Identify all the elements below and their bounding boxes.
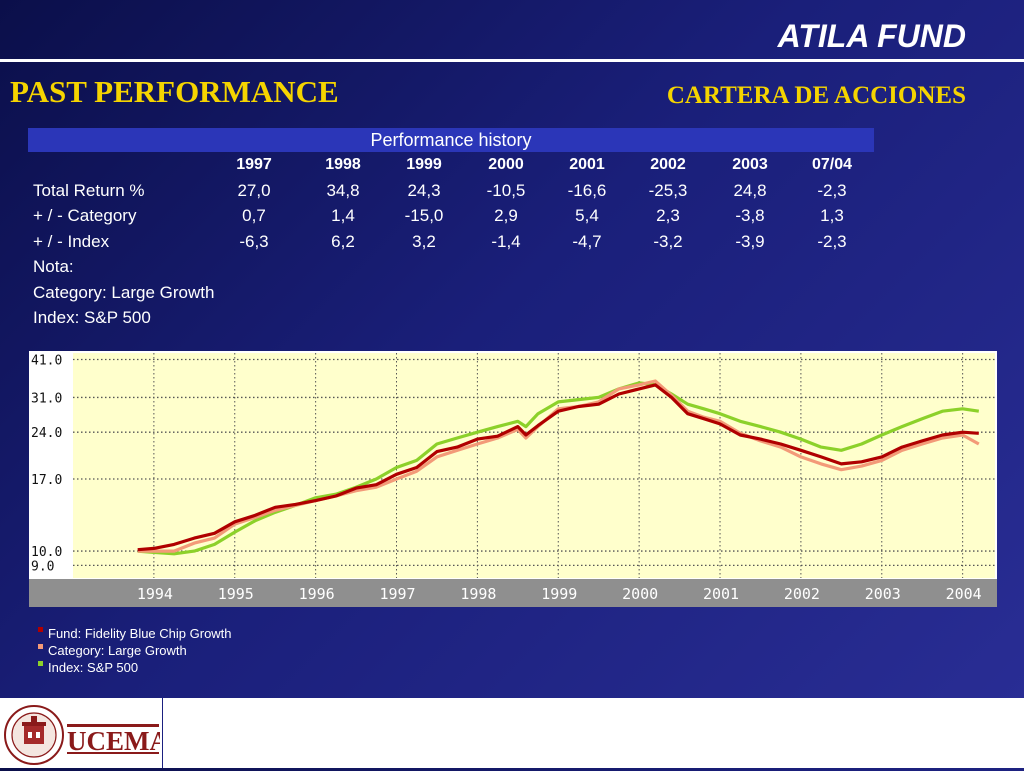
table-cell: -10,5: [486, 180, 526, 200]
x-tick-label: 1994: [137, 585, 173, 603]
y-tick-label: 31.0: [31, 391, 62, 406]
ucema-logo-text: UCEMA: [67, 726, 160, 756]
table-cell: -3,9: [735, 231, 765, 251]
header-divider: [0, 59, 1024, 62]
note-row: Category: Large Growth: [28, 280, 874, 306]
table-cell: -15,0: [404, 206, 444, 225]
table-cell: -3,8: [735, 206, 765, 225]
university-seal-icon: [4, 705, 64, 765]
fund-title: ATILA FUND: [777, 18, 966, 54]
table-cell: 2,9: [494, 206, 518, 225]
performance-table: Performance history 1997 1998 1999 2000 …: [28, 128, 874, 331]
legend-label: Category: Large Growth: [48, 643, 187, 658]
table-cell: 1,4: [331, 206, 355, 225]
year-header: 07/04: [811, 156, 853, 173]
section-title: PAST PERFORMANCE: [10, 74, 339, 109]
table-cell: 1,3: [820, 206, 844, 225]
table-row: Total Return % 27,0 34,8 24,3 -10,5 -16,…: [28, 178, 874, 204]
note-row: Nota:: [28, 254, 874, 280]
series-line: [137, 383, 979, 552]
y-tick-label: 41.0: [31, 353, 62, 368]
series-line: [137, 379, 980, 553]
y-tick-label: 10.0: [31, 545, 62, 560]
table-cell: 5,4: [575, 206, 599, 225]
table-cell: 6,2: [331, 231, 355, 251]
year-header: 2000: [488, 156, 524, 173]
x-tick-label: 1995: [218, 585, 254, 603]
x-tick-label: 1997: [379, 585, 415, 603]
legend-item: Category: Large Growth: [38, 642, 232, 659]
x-tick-label: 1999: [541, 585, 577, 603]
note-category: Category: Large Growth: [33, 282, 215, 302]
table-cell: -1,4: [491, 231, 521, 251]
year-header: 2001: [569, 156, 605, 173]
year-header: 1998: [325, 156, 361, 173]
legend-swatch: [38, 644, 43, 649]
table-cell: 0,7: [242, 206, 266, 225]
x-tick-label: 1998: [460, 585, 496, 603]
footer: UCEMA: [0, 698, 1024, 768]
table-header-row: 1997 1998 1999 2000 2001 2002 2003 07/04: [28, 152, 874, 178]
x-tick-label: 1996: [299, 585, 335, 603]
legend-label: Index: S&P 500: [48, 660, 139, 675]
row-label: + / - Index: [33, 231, 110, 251]
table-cell: -3,2: [653, 231, 683, 251]
note-row: Index: S&P 500: [28, 305, 874, 331]
note-index: Index: S&P 500: [33, 308, 151, 327]
x-tick-label: 2001: [703, 585, 739, 603]
legend-swatch: [38, 627, 43, 632]
year-header: 2002: [650, 156, 686, 173]
table-cell: -2,3: [817, 180, 847, 200]
year-header: 1999: [406, 156, 442, 173]
legend-item: Index: S&P 500: [38, 659, 232, 676]
table-cell: -16,6: [567, 180, 607, 200]
legend-label: Fund: Fidelity Blue Chip Growth: [48, 626, 232, 641]
y-tick-label: 17.0: [31, 473, 62, 488]
x-axis-band: [29, 579, 997, 607]
table-cell: 24,8: [733, 180, 767, 200]
note-heading: Nota:: [33, 257, 74, 276]
table-cell: -4,7: [572, 231, 602, 251]
row-label: + / - Category: [33, 206, 137, 225]
legend-swatch: [38, 661, 43, 666]
y-tick-label: 24.0: [31, 426, 62, 441]
x-tick-label: 2000: [622, 585, 658, 603]
x-tick-label: 2003: [865, 585, 901, 603]
table-row: + / - Index -6,3 6,2 3,2 -1,4 -4,7 -3,2 …: [28, 229, 874, 255]
table-cell: -2,3: [817, 231, 847, 251]
ucema-logo: UCEMA: [4, 702, 169, 771]
table-cell: 2,3: [656, 206, 680, 225]
table-cell: 24,3: [407, 180, 441, 200]
plot-area: [73, 353, 995, 578]
table-caption: Performance history: [28, 128, 874, 152]
table-cell: -6,3: [239, 231, 269, 251]
table-cell: -25,3: [648, 180, 688, 200]
x-tick-label: 2004: [946, 585, 982, 603]
table-cell: 27,0: [237, 180, 271, 200]
y-tick-label: 9.0: [31, 559, 54, 574]
year-header: 2003: [732, 156, 768, 173]
table-row: + / - Category 0,7 1,4 -15,0 2,9 5,4 2,3…: [28, 203, 874, 229]
chart-legend: Fund: Fidelity Blue Chip Growth Category:…: [38, 625, 232, 676]
x-tick-label: 2002: [784, 585, 820, 603]
performance-chart: 41.0 31.0 24.0 17.0 10.09.0 1994 1995 1996 1997 1…: [29, 351, 997, 607]
legend-item: Fund: Fidelity Blue Chip Growth: [38, 625, 232, 642]
table-cell: 34,8: [326, 180, 360, 200]
table-cell: 3,2: [412, 231, 436, 251]
year-header: 1997: [236, 156, 272, 173]
section-subtitle: CARTERA DE ACCIONES: [666, 82, 966, 109]
row-label: Total Return %: [33, 180, 145, 200]
footer-divider: [162, 698, 163, 768]
